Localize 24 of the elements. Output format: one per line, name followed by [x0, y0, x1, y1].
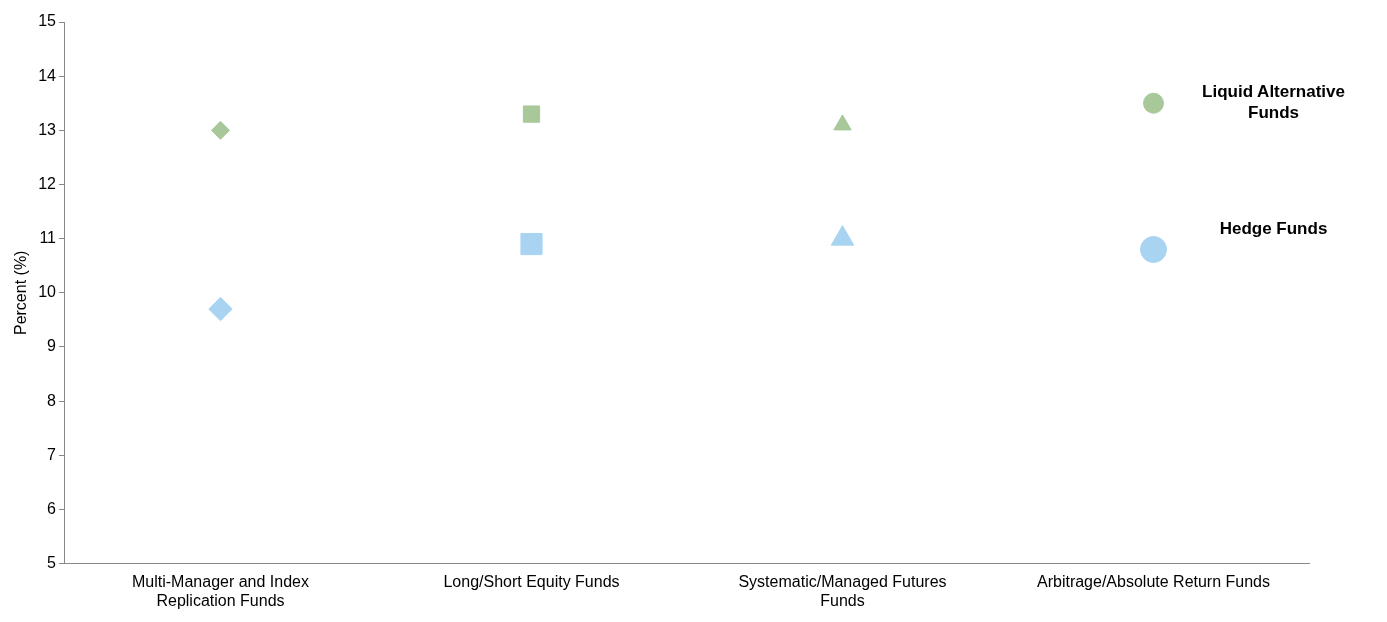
y-tick-label: 5 — [47, 554, 57, 572]
x-tick-label: Multi-Manager and Index Replication Funds — [132, 572, 309, 609]
point — [208, 296, 233, 322]
y-tick-label: 11 — [39, 229, 57, 247]
y-tick-label: 10 — [38, 283, 57, 301]
point — [1143, 92, 1164, 114]
y-tick-label: 7 — [47, 445, 57, 463]
x-tick-label: Arbitrage/Absolute Return Funds — [1036, 572, 1271, 590]
y-tick-label: 12 — [38, 174, 57, 192]
text: Hedge Funds — [1219, 219, 1328, 239]
x-tick-label: Long/Short Equity Funds — [443, 572, 620, 590]
text: Liquid Alternative Funds — [1202, 82, 1345, 123]
y-tick-label: 15 — [38, 12, 57, 30]
y-tick-label: 13 — [38, 120, 57, 138]
y-tick-label: 6 — [47, 499, 57, 517]
point — [1140, 235, 1167, 263]
point — [520, 232, 543, 256]
point — [211, 120, 230, 140]
x-tick-label: Systematic/Managed Futures Funds — [738, 572, 947, 609]
y-axis-title: Percent (%) — [12, 250, 30, 336]
point — [522, 105, 541, 123]
y-tick-label: 9 — [47, 337, 57, 355]
y-tick-label: 14 — [38, 66, 57, 84]
y-tick-label: 8 — [47, 391, 57, 409]
